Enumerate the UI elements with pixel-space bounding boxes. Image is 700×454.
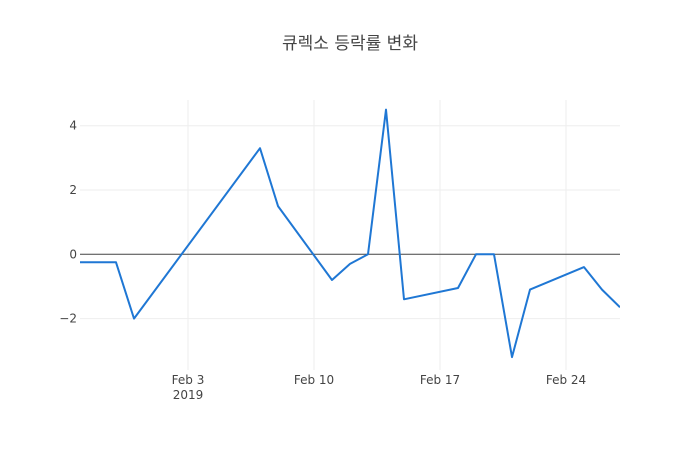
data-point[interactable] bbox=[256, 144, 264, 152]
x-tick-year-label: 2019 bbox=[173, 388, 204, 402]
data-point[interactable] bbox=[274, 202, 282, 210]
series-layer bbox=[76, 106, 624, 361]
data-point[interactable] bbox=[328, 276, 336, 284]
y-tick-label: 0 bbox=[69, 247, 77, 261]
chart-title: 큐렉소 등락률 변화 bbox=[282, 34, 418, 54]
x-tick-label: Feb 3 bbox=[172, 373, 205, 387]
data-point[interactable] bbox=[130, 315, 138, 323]
x-tick-label: Feb 10 bbox=[294, 373, 334, 387]
data-point[interactable] bbox=[598, 286, 606, 294]
y-tick-label: 4 bbox=[69, 119, 77, 133]
data-point[interactable] bbox=[382, 106, 390, 114]
data-point[interactable] bbox=[112, 258, 120, 266]
data-point[interactable] bbox=[616, 303, 624, 311]
y-axis-ticks: 4 2 0 −2 bbox=[59, 119, 77, 326]
data-point[interactable] bbox=[454, 284, 462, 292]
data-point[interactable] bbox=[76, 258, 84, 266]
data-point[interactable] bbox=[346, 260, 354, 268]
data-point[interactable] bbox=[364, 250, 372, 258]
x-tick-label: Feb 17 bbox=[420, 373, 460, 387]
data-point[interactable] bbox=[472, 250, 480, 258]
data-point[interactable] bbox=[490, 250, 498, 258]
data-point[interactable] bbox=[526, 286, 534, 294]
y-tick-label: 2 bbox=[69, 183, 77, 197]
data-point[interactable] bbox=[400, 295, 408, 303]
y-tick-label: −2 bbox=[59, 312, 77, 326]
data-point[interactable] bbox=[94, 258, 102, 266]
data-point[interactable] bbox=[580, 263, 588, 271]
data-point[interactable] bbox=[508, 353, 516, 361]
series-line-0 bbox=[80, 108, 620, 359]
grid-lines bbox=[80, 100, 620, 370]
x-tick-label: Feb 24 bbox=[546, 373, 586, 387]
